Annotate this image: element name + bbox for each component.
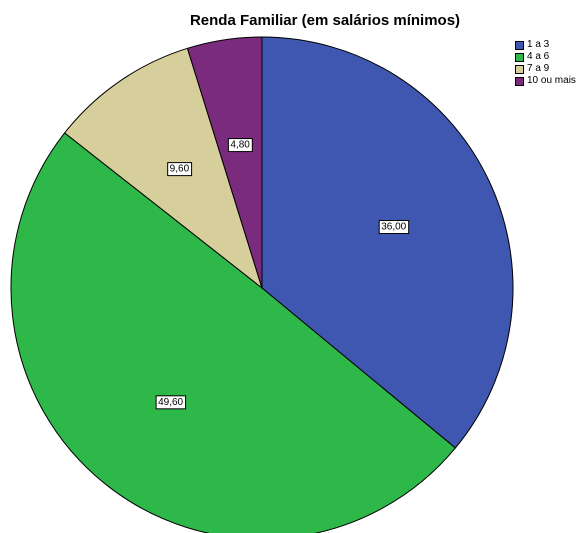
- legend-label: 4 a 6: [527, 51, 550, 62]
- data-label-7-a-9: 9,60: [167, 162, 193, 177]
- data-label-10-ou-mais: 4,80: [227, 138, 253, 153]
- legend-swatch: [515, 64, 524, 74]
- legend-swatch: [515, 40, 524, 50]
- svg-text:36,00: 36,00: [381, 222, 406, 233]
- pie-slice-7-a-9: [63, 47, 263, 290]
- pie-slice-1-a-3: [261, 36, 514, 449]
- legend-item-4-a-6: 4 a 6: [515, 51, 576, 63]
- svg-text:4,80: 4,80: [230, 140, 250, 151]
- legend-label: 1 a 3: [527, 39, 550, 50]
- svg-text:9,60: 9,60: [170, 164, 190, 175]
- pie-slice-10-ou-mais: [186, 36, 263, 289]
- legend-item-7-a-9: 7 a 9: [515, 63, 576, 75]
- data-label-1-a-3: 36,00: [378, 220, 410, 235]
- pie-slices: [10, 36, 514, 533]
- data-label-4-a-6: 49,60: [155, 395, 187, 410]
- svg-text:49,60: 49,60: [158, 397, 183, 408]
- legend-label: 10 ou mais: [527, 75, 576, 86]
- legend-swatch: [515, 52, 524, 62]
- legend-item-10-ou-mais: 10 ou mais: [515, 75, 576, 87]
- legend-item-1-a-3: 1 a 3: [515, 39, 576, 51]
- legend-swatch: [515, 76, 524, 86]
- pie-slice-4-a-6: [10, 132, 457, 533]
- chart-title: Renda Familiar (em salários mínimos): [189, 12, 461, 29]
- pie-data-labels: 36,00 49,60 9,60 4,80: [155, 138, 410, 410]
- legend-label: 7 a 9: [527, 63, 550, 74]
